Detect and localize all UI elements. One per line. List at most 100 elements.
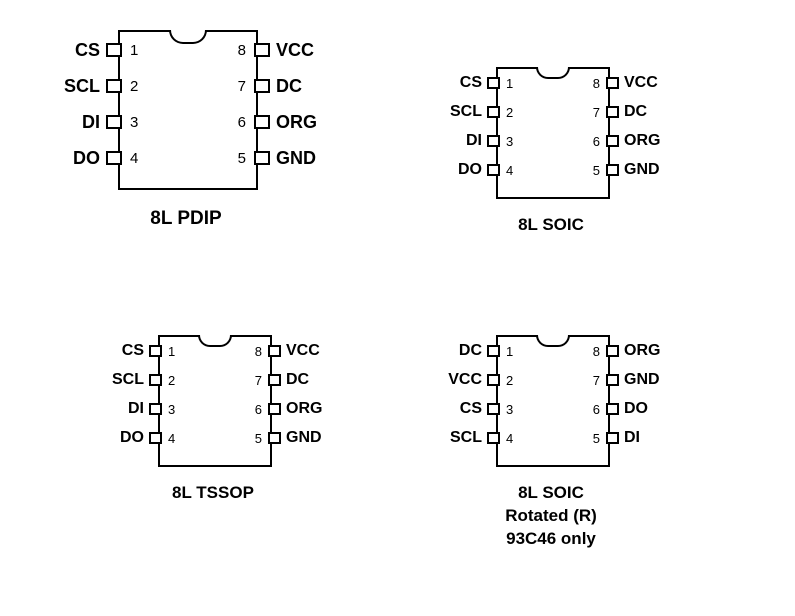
pin-label: CS	[122, 342, 144, 360]
notch-icon	[536, 67, 570, 79]
pin-number: 5	[593, 163, 600, 178]
caption-line: 8L SOIC	[496, 481, 606, 504]
pin-label: SCL	[112, 371, 144, 389]
pin-lead-icon	[149, 403, 162, 415]
pin-number: 1	[506, 344, 513, 359]
notch-icon	[536, 335, 570, 347]
package-caption: 8L SOIC	[496, 213, 606, 236]
pin-number: 1	[506, 76, 513, 91]
pin-number: 1	[168, 344, 175, 359]
chip-body: CS1SCL2DI3DO4VCC8DC7ORG6GND5	[158, 335, 272, 467]
pin-2: SCL	[64, 78, 122, 94]
caption-line: 8L TSSOP	[158, 481, 268, 504]
pin-number: 8	[238, 42, 246, 59]
pin-label: DC	[459, 342, 482, 360]
pin-label: ORG	[276, 112, 317, 133]
pin-8: VCC	[268, 343, 320, 359]
pin-6: ORG	[268, 401, 322, 417]
pin-lead-icon	[606, 106, 619, 118]
pin-number: 6	[593, 134, 600, 149]
pin-3: CS	[460, 401, 500, 417]
pin-8: ORG	[606, 343, 660, 359]
pin-lead-icon	[268, 345, 281, 357]
pin-number: 2	[130, 78, 138, 95]
pin-number: 5	[593, 431, 600, 446]
pin-number: 3	[130, 114, 138, 131]
pin-label: SCL	[450, 103, 482, 121]
pin-label: GND	[276, 148, 316, 169]
pin-lead-icon	[606, 345, 619, 357]
pin-lead-icon	[149, 374, 162, 386]
package-soic: CS1SCL2DI3DO4VCC8DC7ORG6GND58L SOIC	[496, 67, 606, 199]
pin-label: GND	[624, 371, 660, 389]
pin-label: ORG	[286, 400, 322, 418]
pin-lead-icon	[606, 77, 619, 89]
pin-1: CS	[460, 75, 500, 91]
pin-3: DI	[128, 401, 162, 417]
pin-number: 7	[593, 105, 600, 120]
pin-4: DO	[73, 150, 122, 166]
pin-label: DI	[82, 112, 100, 133]
pin-label: DI	[624, 429, 640, 447]
pin-lead-icon	[268, 403, 281, 415]
pin-number: 8	[593, 344, 600, 359]
pin-lead-icon	[254, 43, 270, 57]
pin-label: DO	[120, 429, 144, 447]
caption-line: 8L SOIC	[496, 213, 606, 236]
pin-lead-icon	[487, 106, 500, 118]
pin-lead-icon	[606, 135, 619, 147]
pin-lead-icon	[487, 77, 500, 89]
pin-3: DI	[82, 114, 122, 130]
pin-7: DC	[268, 372, 309, 388]
pin-number: 7	[238, 78, 246, 95]
pin-lead-icon	[606, 403, 619, 415]
pin-lead-icon	[606, 164, 619, 176]
pin-number: 5	[238, 150, 246, 167]
pin-label: ORG	[624, 132, 660, 150]
pin-lead-icon	[106, 115, 122, 129]
pin-lead-icon	[268, 374, 281, 386]
pin-lead-icon	[254, 115, 270, 129]
pin-lead-icon	[149, 345, 162, 357]
pin-label: DI	[128, 400, 144, 418]
pin-number: 2	[506, 373, 513, 388]
pin-label: SCL	[450, 429, 482, 447]
pin-2: VCC	[448, 372, 500, 388]
pin-4: SCL	[450, 430, 500, 446]
pin-number: 8	[255, 344, 262, 359]
pin-label: SCL	[64, 76, 100, 97]
pin-5: GND	[254, 150, 316, 166]
pin-lead-icon	[487, 403, 500, 415]
chip-body: CS1SCL2DI3DO4VCC8DC7ORG6GND5	[496, 67, 610, 199]
pin-label: DC	[276, 76, 302, 97]
pin-7: DC	[606, 104, 647, 120]
pin-number: 6	[255, 402, 262, 417]
pin-lead-icon	[487, 164, 500, 176]
pin-7: GND	[606, 372, 660, 388]
pin-number: 4	[506, 431, 513, 446]
pin-5: GND	[268, 430, 322, 446]
notch-icon	[198, 335, 232, 347]
pin-number: 7	[255, 373, 262, 388]
pin-6: ORG	[606, 133, 660, 149]
chip-body: CS1SCL2DI3DO4VCC8DC7ORG6GND5	[118, 30, 258, 190]
caption-line: Rotated (R)	[496, 504, 606, 527]
pin-label: DC	[286, 371, 309, 389]
pin-label: VCC	[276, 40, 314, 61]
pin-lead-icon	[268, 432, 281, 444]
pin-6: DO	[606, 401, 648, 417]
pin-1: DC	[459, 343, 500, 359]
pin-8: VCC	[254, 42, 314, 58]
pin-2: SCL	[112, 372, 162, 388]
pin-number: 6	[238, 114, 246, 131]
pin-1: CS	[122, 343, 162, 359]
package-caption: 8L SOICRotated (R)93C46 only	[496, 481, 606, 550]
pin-label: CS	[460, 400, 482, 418]
pin-4: DO	[120, 430, 162, 446]
pin-label: DC	[624, 103, 647, 121]
pin-number: 6	[593, 402, 600, 417]
pin-number: 4	[168, 431, 175, 446]
package-caption: 8L PDIP	[118, 206, 254, 231]
pin-lead-icon	[254, 79, 270, 93]
pin-label: VCC	[286, 342, 320, 360]
